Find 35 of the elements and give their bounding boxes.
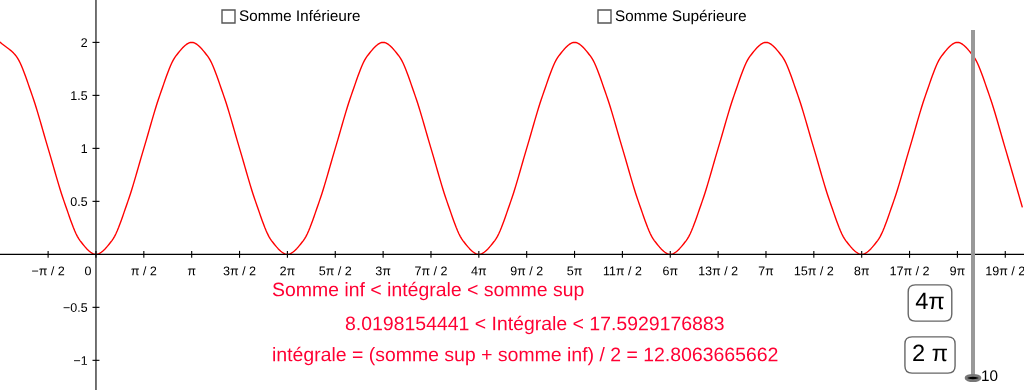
y-tick-label: 0.5 (70, 197, 88, 207)
y-tick-label: 1.5 (71, 91, 88, 101)
annotation: Somme Inférieure (239, 9, 360, 22)
x-tick-label: 9π / 2 (510, 266, 543, 276)
x-tick-label: 3π (375, 266, 391, 276)
x-tick-label: −π / 2 (32, 266, 65, 276)
annotation: intégrale = (somme sup + somme inf) / 2 = 12.8063665662 (273, 346, 778, 366)
x-tick-label: 8π (854, 266, 869, 276)
x-tick-label: 13π / 2 (699, 266, 738, 276)
x-tick-label: 6π (663, 266, 678, 276)
annotation: 4π (915, 292, 944, 310)
x-tick-label: 7π (758, 266, 774, 276)
x-tick-label: 0 (84, 266, 91, 276)
y-tick-label: 2 (81, 38, 88, 47)
x-tick-label: 15π / 2 (794, 266, 834, 276)
x-tick-label: 7π / 2 (415, 266, 447, 276)
x-tick-label: 3π / 2 (223, 266, 256, 276)
x-tick-label: π / 2 (131, 266, 157, 276)
x-tick-label: π (187, 268, 196, 276)
x-tick-label: 17π / 2 (890, 266, 929, 276)
annotation: Somme Supérieure (615, 9, 746, 25)
x-tick-label: 5π / 2 (319, 266, 352, 276)
annotation: 2 π (913, 344, 947, 362)
y-tick-label: 1 (81, 144, 88, 153)
x-tick-label: 4π (471, 266, 487, 276)
annotation: 8.0198154441 < Intégrale < 17.5929176883 (345, 315, 724, 335)
x-tick-label: 2π (280, 266, 295, 276)
y-tick-label: −1 (74, 356, 88, 365)
x-tick-label: 19π / 2 (986, 266, 1024, 276)
annotation: Somme inf < intégrale < somme sup (272, 281, 584, 301)
x-tick-label: 11π / 2 (603, 266, 642, 276)
y-tick-label: −0.5 (63, 303, 88, 312)
x-tick-label: 5π (567, 266, 582, 276)
x-tick-label: 9π (950, 266, 965, 276)
annotation: 10 (982, 370, 998, 382)
